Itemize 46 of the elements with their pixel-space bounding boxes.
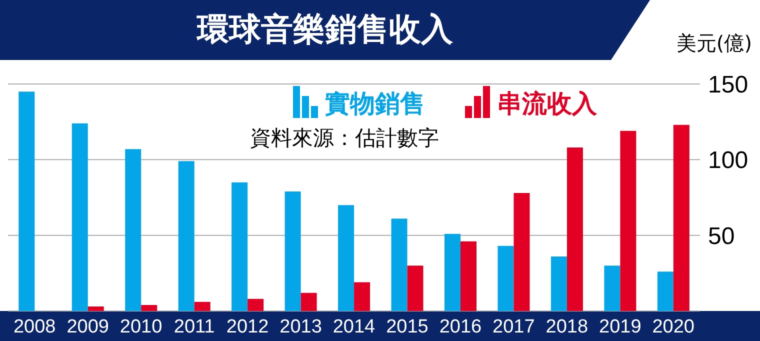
- y-axis-title: 美元(億): [676, 30, 752, 57]
- bar: [354, 282, 370, 311]
- x-tick-label: 2009: [66, 316, 109, 338]
- bar: [514, 192, 530, 311]
- x-tick-label: 2017: [492, 316, 535, 338]
- bar: [18, 92, 35, 311]
- bar: [391, 218, 408, 311]
- x-tick-label: 2019: [599, 316, 642, 338]
- y-tick-label: 100: [708, 147, 748, 174]
- bar: [673, 124, 690, 311]
- bar: [657, 272, 674, 311]
- bar: [620, 130, 636, 311]
- bar: [72, 123, 88, 311]
- bar: [141, 304, 158, 311]
- x-tick-label: 2020: [652, 316, 695, 338]
- bar: [460, 241, 476, 311]
- bar: [194, 302, 210, 311]
- chart-title: 環球音樂銷售收入: [195, 9, 454, 50]
- x-tick-label: 2008: [13, 316, 56, 338]
- bar: [125, 149, 142, 311]
- bar: [407, 266, 424, 311]
- x-tick-label: 2015: [386, 316, 428, 338]
- bar: [284, 191, 301, 311]
- x-tick-label: 2012: [226, 316, 269, 338]
- x-tick-label: 2016: [439, 316, 482, 338]
- x-tick-label: 2013: [280, 316, 322, 338]
- x-tick-label: 2010: [120, 316, 162, 338]
- legend-label: 串流收入: [497, 89, 597, 118]
- y-tick-label: 150: [708, 72, 748, 99]
- bar: [566, 148, 583, 311]
- bar: [604, 266, 620, 311]
- y-tick-label: 50: [708, 222, 735, 250]
- bar: [498, 246, 514, 311]
- bar: [444, 234, 460, 311]
- x-tick-label: 2011: [174, 316, 215, 338]
- bar: [88, 306, 104, 311]
- bar: [338, 205, 354, 311]
- bar: [232, 182, 248, 311]
- bar: [300, 292, 317, 311]
- bar: [178, 161, 194, 311]
- legend-label: 實物銷售: [325, 89, 425, 118]
- x-tick-label: 2018: [546, 316, 588, 338]
- x-tick-label: 2014: [332, 316, 376, 338]
- bar: [550, 256, 567, 311]
- annotation: 資料來源：估計數字: [250, 125, 439, 152]
- bar: [248, 298, 264, 311]
